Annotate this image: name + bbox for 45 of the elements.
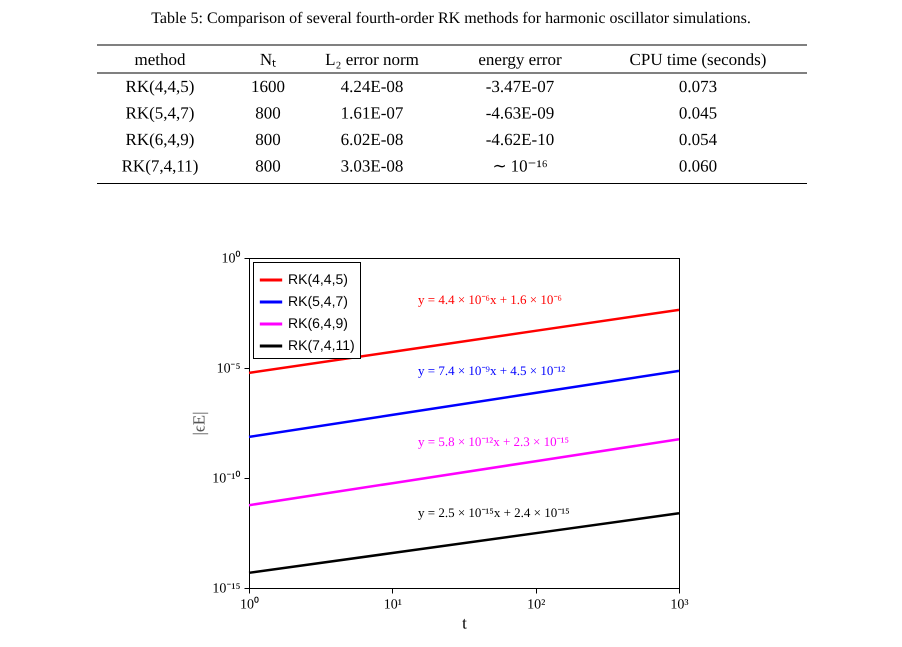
annotation: y = 5.8 × 10⁻¹²x + 2.3 × 10⁻¹⁵ (418, 434, 570, 449)
text: RK(5,4,7) (126, 104, 194, 122)
annotation: y = 7.4 × 10⁻⁹x + 4.5 × 10⁻¹² (418, 363, 566, 378)
text: -3.47E-07 (486, 77, 555, 96)
text: 0.073 (678, 77, 718, 96)
y-tick-label: 10⁻⁵ (216, 362, 241, 376)
x-tick-label: 10¹ (384, 598, 402, 612)
text: 4.24E-08 (340, 77, 404, 96)
y-axis-title: |ϵE| (189, 411, 208, 436)
legend-label: RK(5,4,7) (288, 293, 348, 309)
category-label: energy error (478, 50, 562, 69)
text: ∼ 10⁻¹⁶ (492, 156, 548, 176)
text: 800 (255, 156, 281, 176)
category-label: CPU time (seconds) (630, 50, 766, 69)
legend-label: RK(7,4,11) (288, 337, 355, 353)
text: 3.03E-08 (340, 156, 404, 176)
text: 800 (255, 104, 281, 122)
text: 800 (255, 130, 281, 149)
line-series (248, 438, 680, 506)
text: Table 5: Comparison of several fourth-order RK methods for harmonic oscillator simulations. (151, 10, 751, 27)
y-tick-label: 10⁻¹⁰ (212, 470, 240, 486)
legend-label: RK(6,4,9) (288, 315, 348, 331)
y-tick-label: 10⁰ (222, 250, 240, 266)
text: 1.61E-07 (340, 104, 404, 122)
text: -4.62E-10 (486, 130, 554, 149)
annotation: y = 4.4 × 10⁻⁶x + 1.6 × 10⁻⁶ (418, 292, 562, 307)
x-axis-title: t (462, 614, 468, 632)
text: -4.63E-09 (486, 104, 554, 122)
x-tick-label: 10³ (670, 598, 689, 612)
category-label: L₂ error norm (325, 50, 419, 69)
text: 6.02E-08 (340, 130, 404, 149)
text: 0.045 (678, 104, 718, 122)
text: RK(6,4,9) (126, 130, 194, 149)
text: 0.054 (678, 130, 718, 149)
y-tick-label: 10⁻¹⁵ (212, 582, 241, 596)
text: RK(7,4,11) (122, 156, 198, 176)
text: 1600 (251, 77, 285, 96)
legend-label: RK(4,4,5) (288, 271, 348, 287)
text: RK(4,4,5) (126, 77, 194, 96)
category-label: Nₜ (260, 50, 276, 69)
x-tick-label: 10⁰ (240, 596, 259, 612)
category-label: method (134, 50, 186, 69)
text: 0.060 (678, 156, 718, 176)
x-tick-label: 10² (527, 598, 546, 612)
annotation: y = 2.5 × 10⁻¹⁵x + 2.4 × 10⁻¹⁵ (418, 505, 570, 520)
